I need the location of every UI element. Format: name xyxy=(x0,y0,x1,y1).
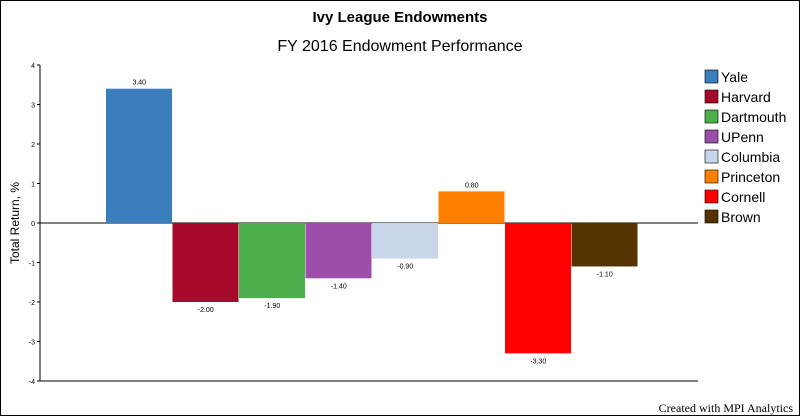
legend-label-brown: Brown xyxy=(721,209,761,225)
legend-label-harvard: Harvard xyxy=(721,89,771,105)
y-tick-label: 2 xyxy=(31,142,35,149)
y-tick-label: 3 xyxy=(31,103,35,110)
bar-brown xyxy=(571,223,638,267)
legend-label-yale: Yale xyxy=(721,69,748,85)
bar-upenn xyxy=(305,223,372,279)
y-tick-label: 4 xyxy=(31,63,35,70)
legend-swatch-harvard xyxy=(704,89,719,104)
bar-columbia xyxy=(372,223,438,259)
y-tick-label: -4 xyxy=(29,379,35,386)
legend-swatch-dartmouth xyxy=(704,109,719,124)
legend-swatch-columbia xyxy=(704,149,719,164)
chart-title: Ivy League Endowments xyxy=(312,9,488,26)
data-label-brown: -1.10 xyxy=(597,271,613,278)
bar-dartmouth xyxy=(239,223,305,299)
y-axis-label: Total Return, % xyxy=(8,182,22,264)
legend-label-princeton: Princeton xyxy=(721,169,780,185)
credit-text: Created with MPI Analytics xyxy=(658,401,793,415)
data-label-princeton: 0.80 xyxy=(465,182,479,189)
bar-chart: 4 3 2 1 0 -1 -2 -3 -4 Total Return, % 3.40 -2.00 -1… xyxy=(8,63,786,386)
bar-princeton xyxy=(438,191,505,223)
legend-label-upenn: UPenn xyxy=(721,129,764,145)
legend-swatch-upenn xyxy=(704,129,719,144)
bars xyxy=(106,88,638,354)
chart-subtitle: FY 2016 Endowment Performance xyxy=(277,38,523,55)
legend-swatch-brown xyxy=(704,209,719,224)
y-tick-label: 1 xyxy=(31,182,35,189)
legend-label-columbia: Columbia xyxy=(721,149,780,165)
legend-label-cornell: Cornell xyxy=(721,189,765,205)
legend-swatch-yale xyxy=(704,69,719,84)
bar-cornell xyxy=(505,223,571,354)
data-label-harvard: -2.00 xyxy=(198,307,214,314)
legend-swatch-princeton xyxy=(704,169,719,184)
legend-swatch-cornell xyxy=(704,189,719,204)
data-label-columbia: -0.90 xyxy=(397,264,413,271)
data-label-dartmouth: -1.90 xyxy=(264,303,280,310)
data-label-upenn: -1.40 xyxy=(331,283,347,290)
data-labels: 3.40 -2.00 -1.90 -1.40 -0.90 0.80 -3.30 -1.10 xyxy=(132,80,612,366)
bar-harvard xyxy=(172,223,239,302)
y-tick-label: -2 xyxy=(29,300,35,307)
data-label-yale: 3.40 xyxy=(132,80,146,87)
y-tick-label: 0 xyxy=(31,221,35,228)
y-tick-label: -1 xyxy=(29,261,35,268)
bar-yale xyxy=(106,88,172,223)
y-tick-label: -3 xyxy=(29,340,35,347)
data-label-cornell: -3.30 xyxy=(530,358,546,365)
legend: Yale Harvard Dartmouth UPenn Columbia Princet… xyxy=(704,69,786,225)
legend-label-dartmouth: Dartmouth xyxy=(721,109,786,125)
